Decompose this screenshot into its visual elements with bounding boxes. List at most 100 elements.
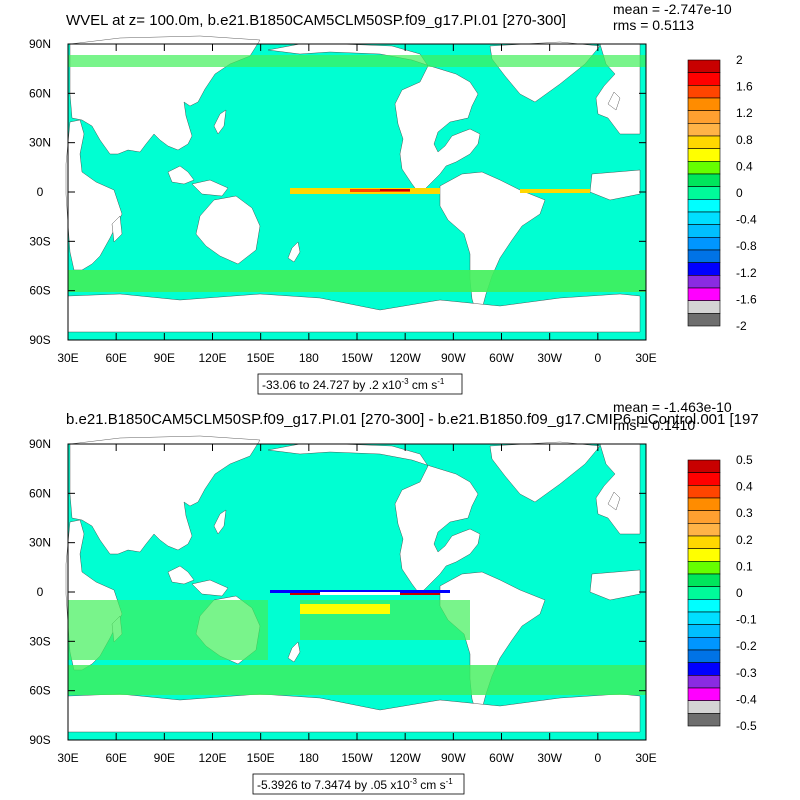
colorbar-swatch bbox=[687, 485, 721, 499]
colorbar-swatch bbox=[687, 548, 721, 562]
mean-label: mean = -2.747e-10 bbox=[613, 1, 732, 17]
x-tick-label: 120E bbox=[198, 351, 226, 365]
panel-top: WVEL at z= 100.0m, b.e21.B1850CAM5CLM50S… bbox=[29, 1, 757, 395]
colorbar-label: -0.2 bbox=[736, 639, 757, 653]
y-axis: 90N 60N 30N 0 30S 60S 90S bbox=[29, 437, 646, 747]
colorbar-swatch bbox=[687, 611, 721, 625]
colorbar-swatch bbox=[687, 199, 721, 213]
x-tick-label: 180 bbox=[299, 751, 319, 765]
colorbar-label: 1.6 bbox=[736, 80, 753, 94]
colorbar: 2 1.6 1.2 0.8 0.4 0 -0.4 -0.8 -1.2 -1.6 -2 bbox=[687, 53, 757, 333]
y-tick-label: 30N bbox=[29, 536, 51, 550]
colorbar-swatch bbox=[687, 148, 721, 162]
x-tick-label: 180 bbox=[299, 351, 319, 365]
colorbar-label: -1.2 bbox=[736, 266, 757, 280]
y-tick-label: 30N bbox=[29, 136, 51, 150]
colorbar-label: -0.4 bbox=[736, 692, 757, 706]
y-tick-label: 60N bbox=[29, 86, 51, 100]
x-tick-label: 120W bbox=[389, 751, 421, 765]
colorbar-label: -0.3 bbox=[736, 666, 757, 680]
rms-label: rms = 0.5113 bbox=[613, 17, 694, 33]
x-tick-label: 150W bbox=[341, 351, 373, 365]
colorbar-label: 0 bbox=[736, 586, 743, 600]
colorbar-swatch bbox=[687, 224, 721, 238]
x-tick-label: 90E bbox=[154, 351, 175, 365]
colorbar-swatch bbox=[687, 599, 721, 613]
colorbar-label: 0.4 bbox=[736, 480, 753, 494]
y-tick-label: 90N bbox=[29, 437, 51, 451]
colorbar-label: 0.3 bbox=[736, 506, 753, 520]
colorbar-swatch bbox=[687, 300, 721, 314]
colorbar-swatch bbox=[687, 173, 721, 187]
x-tick-label: 30W bbox=[537, 351, 562, 365]
range-label: -33.06 to 24.727 by .2 x10-3 cm s-1 bbox=[257, 373, 463, 395]
colorbar-label: -0.5 bbox=[736, 719, 757, 733]
x-tick-label: 120E bbox=[198, 751, 226, 765]
colorbar: 0.5 0.4 0.3 0.2 0.1 0 -0.1 -0.2 -0.3 -0.4 -0.5 bbox=[687, 453, 757, 733]
colorbar-label: -0.1 bbox=[736, 613, 757, 627]
y-tick-label: 0 bbox=[37, 585, 44, 599]
colorbar-label: 0.4 bbox=[736, 159, 753, 173]
colorbar-swatch bbox=[687, 573, 721, 587]
colorbar-label: 0.1 bbox=[736, 559, 753, 573]
colorbar-label: 1.2 bbox=[736, 106, 753, 120]
colorbar-swatch bbox=[687, 713, 721, 727]
colorbar-label: 0 bbox=[736, 186, 743, 200]
y-tick-label: 90S bbox=[29, 733, 50, 747]
colorbar-swatch bbox=[687, 161, 721, 175]
x-tick-label: 90W bbox=[441, 351, 466, 365]
colorbar-swatch bbox=[687, 72, 721, 86]
svg-text:-5.3926 to 7.3474 by .05 x10-3: -5.3926 to 7.3474 by .05 x10-3 cm s-1 bbox=[257, 777, 453, 792]
x-tick-label: 30E bbox=[635, 351, 656, 365]
colorbar-label: -1.6 bbox=[736, 292, 757, 306]
y-tick-label: 60S bbox=[29, 684, 50, 698]
colorbar-swatch bbox=[687, 687, 721, 701]
x-tick-label: 90E bbox=[154, 751, 175, 765]
x-tick-label: 30W bbox=[537, 751, 562, 765]
plot-title: WVEL at z= 100.0m, b.e21.B1850CAM5CLM50S… bbox=[66, 12, 566, 29]
y-tick-label: 30S bbox=[29, 234, 50, 248]
x-tick-label: 0 bbox=[594, 351, 601, 365]
rms-label: rms = 0.1410 bbox=[613, 417, 695, 433]
colorbar-label: 0.5 bbox=[736, 453, 753, 467]
x-tick-label: 60E bbox=[105, 751, 126, 765]
colorbar-swatch bbox=[687, 237, 721, 251]
colorbar-swatch bbox=[687, 675, 721, 689]
colorbar-swatch bbox=[687, 110, 721, 124]
range-label: -5.3926 to 7.3474 by .05 x10-3 cm s-1 bbox=[252, 773, 465, 795]
y-tick-label: 60N bbox=[29, 486, 51, 500]
colorbar-swatch bbox=[687, 561, 721, 575]
svg-text:-33.06 to 24.727 by .2 x10-3 c: -33.06 to 24.727 by .2 x10-3 cm s-1 bbox=[262, 377, 445, 392]
x-tick-label: 0 bbox=[594, 751, 601, 765]
x-tick-label: 150W bbox=[341, 751, 373, 765]
colorbar-swatch bbox=[687, 700, 721, 714]
colorbar-swatch bbox=[687, 186, 721, 200]
x-tick-label: 60E bbox=[105, 351, 126, 365]
x-tick-label: 60W bbox=[489, 351, 514, 365]
y-tick-label: 90N bbox=[29, 37, 51, 51]
plot-title: b.e21.B1850CAM5CLM50SP.f09_g17.PI.01 [27… bbox=[66, 411, 759, 428]
y-axis: 90N 60N 30N 0 30S 60S 90S bbox=[29, 37, 646, 347]
colorbar-label: 0.8 bbox=[736, 133, 753, 147]
colorbar-swatch bbox=[687, 624, 721, 638]
x-tick-label: 30E bbox=[57, 751, 78, 765]
colorbar-swatch bbox=[687, 275, 721, 289]
colorbar-swatch bbox=[687, 586, 721, 600]
colorbar-swatch bbox=[687, 85, 721, 99]
colorbar-swatch bbox=[687, 649, 721, 663]
colorbar-swatch bbox=[687, 510, 721, 524]
colorbar-label: -0.8 bbox=[736, 239, 757, 253]
colorbar-swatch bbox=[687, 662, 721, 676]
colorbar-swatch bbox=[687, 313, 721, 327]
panel-bottom: b.e21.B1850CAM5CLM50SP.f09_g17.PI.01 [27… bbox=[29, 399, 759, 795]
colorbar-label: -0.4 bbox=[736, 213, 757, 227]
colorbar-swatch bbox=[687, 472, 721, 486]
colorbar-label: 2 bbox=[736, 53, 743, 67]
y-tick-label: 30S bbox=[29, 634, 50, 648]
colorbar-label: 0.2 bbox=[736, 533, 753, 547]
difference-patches bbox=[68, 590, 646, 695]
x-tick-label: 30E bbox=[635, 751, 656, 765]
colorbar-swatch bbox=[687, 211, 721, 225]
colorbar-swatch bbox=[687, 97, 721, 111]
colorbar-swatch bbox=[687, 249, 721, 263]
